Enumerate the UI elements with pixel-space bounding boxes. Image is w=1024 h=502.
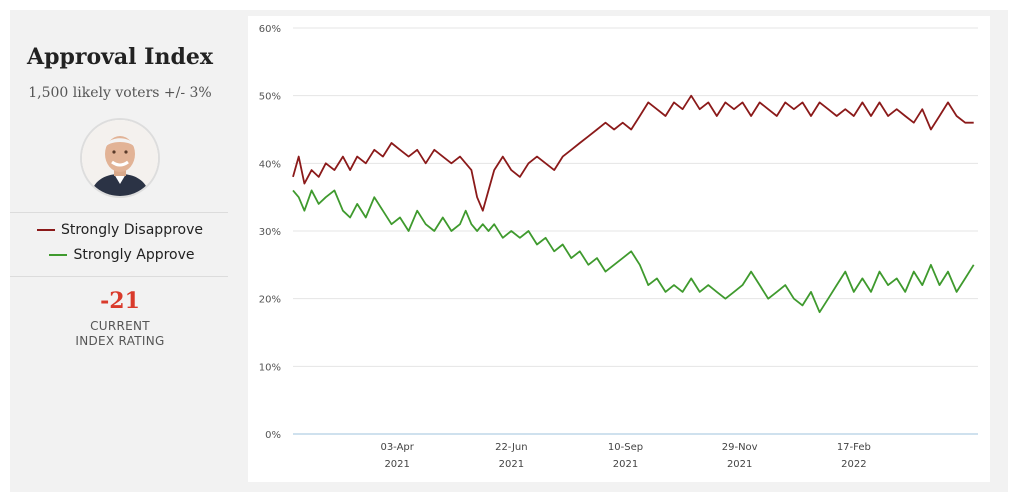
- divider: [10, 276, 228, 277]
- chart-panel: 0% 10% 20% 30% 40% 50% 60% 03-Apr 2021 22-Jun 2021…: [248, 16, 990, 482]
- y-tick-label: 40%: [259, 159, 281, 170]
- panel-title: Approval Index: [27, 44, 213, 70]
- x-tick-label: 10-Sep: [608, 442, 643, 453]
- x-tick-year-label: 2021: [613, 459, 638, 470]
- x-tick-year-label: 2021: [727, 459, 752, 470]
- legend-label-disapprove: Strongly Disapprove: [60, 222, 203, 238]
- series-line-strongly-approve: [292, 189, 975, 314]
- legend-item-disapprove: Strongly Disapprove: [10, 222, 230, 238]
- x-tick-year-label: 2021: [384, 459, 409, 470]
- x-tick-year-label: 2022: [841, 459, 866, 470]
- y-tick-label: 30%: [259, 227, 281, 238]
- legend-item-approve: Strongly Approve: [10, 247, 232, 263]
- y-tick-label: 50%: [259, 92, 281, 103]
- approval-line-chart: 0% 10% 20% 30% 40% 50% 60% 03-Apr 2021 22-Jun 2021…: [259, 24, 978, 470]
- y-tick-label: 0%: [265, 430, 281, 441]
- y-tick-label: 20%: [259, 295, 281, 306]
- y-tick-label: 60%: [259, 24, 281, 35]
- x-tick-label: 17-Feb: [837, 442, 871, 453]
- y-tick-label: 10%: [259, 362, 281, 373]
- x-tick-label: 22-Jun: [495, 442, 528, 453]
- legend-swatch-approve: [49, 254, 68, 256]
- approval-widget: Approval Index 1,500 likely voters +/- 3…: [10, 10, 1008, 492]
- index-value: -21: [100, 288, 140, 314]
- x-tick-label: 29-Nov: [722, 442, 758, 453]
- x-tick-year-label: 2021: [499, 459, 524, 470]
- summary-panel: Approval Index 1,500 likely voters +/- 3…: [10, 10, 248, 492]
- legend-swatch-disapprove: [36, 229, 55, 231]
- legend-label-approve: Strongly Approve: [73, 247, 195, 263]
- panel-subtitle: 1,500 likely voters +/- 3%: [28, 85, 212, 101]
- x-tick-label: 03-Apr: [380, 442, 414, 453]
- series-line-strongly-disapprove: [292, 94, 974, 212]
- portrait-icon: [82, 120, 158, 196]
- divider: [10, 212, 228, 213]
- index-caption: CURRENT INDEX RATING: [75, 319, 165, 348]
